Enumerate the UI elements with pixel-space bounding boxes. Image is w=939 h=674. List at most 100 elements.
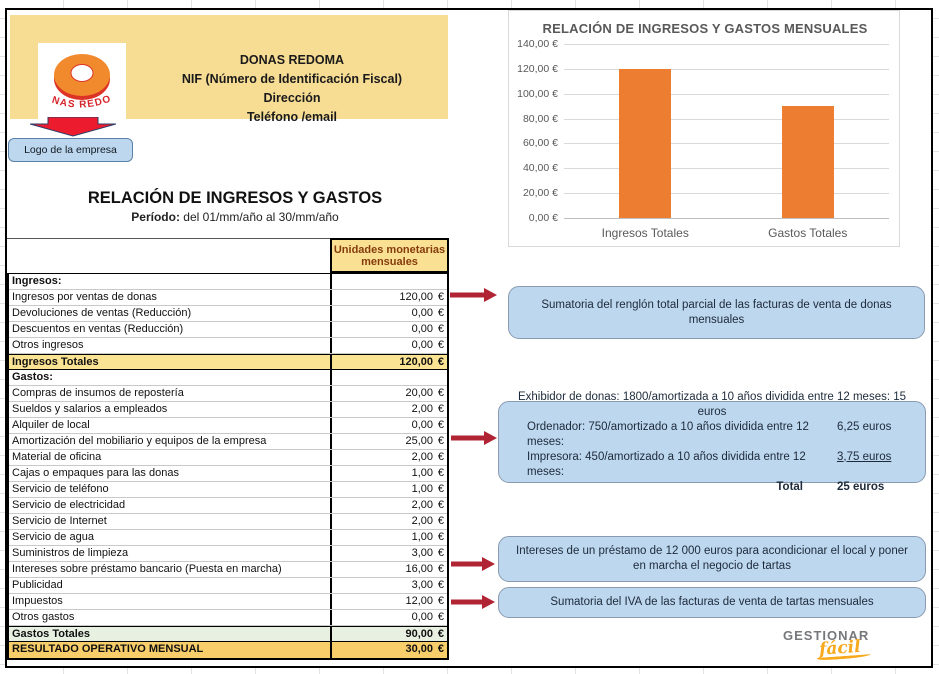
table-row[interactable]: Servicio de teléfono 1,00 €	[9, 482, 447, 498]
row-value-cell[interactable]: 1,00 €	[330, 466, 447, 481]
callout-amortizacion[interactable]: Exhibidor de donas: 1800/amortizada a 10…	[498, 391, 926, 493]
row-label: RESULTADO OPERATIVO MENSUAL	[12, 643, 204, 655]
table-row[interactable]: Ingresos por ventas de donas 120,00 €	[9, 290, 447, 306]
gestionar-text: GESTIONAR	[783, 628, 870, 643]
table-row[interactable]: Impuestos 12,00 €	[9, 594, 447, 610]
table-row[interactable]: Descuentos en ventas (Reducción) 0,00 €	[9, 322, 447, 338]
table-row[interactable]: Servicio de Internet 2,00 €	[9, 514, 447, 530]
arrow-impuestos-icon[interactable]	[451, 595, 495, 609]
callout-iva[interactable]: Sumatoria del IVA de las facturas de ven…	[498, 587, 926, 618]
currency-symbol: €	[437, 643, 444, 655]
callout-line: Impresora: 450/amortizado a 10 años divi…	[509, 450, 915, 480]
row-value-cell[interactable]: 2,00 €	[330, 402, 447, 417]
row-value: 2,00	[411, 403, 433, 415]
table-row[interactable]: Alquiler de local 0,00 €	[9, 418, 447, 434]
table-row[interactable]: Cajas o empaques para las donas 1,00 €	[9, 466, 447, 482]
row-value: 1,00	[411, 467, 433, 479]
table-top-border	[7, 238, 330, 239]
table-row[interactable]: Ingresos Totales 120,00 €	[9, 354, 447, 370]
gridline	[564, 168, 889, 170]
row-value-cell[interactable]: 2,00 €	[330, 514, 447, 529]
company-logo[interactable]: DONAS REDOMA	[33, 35, 126, 119]
currency-symbol	[433, 371, 444, 385]
table-row[interactable]: Servicio de agua 1,00 €	[9, 530, 447, 546]
row-value: 30,00	[405, 643, 433, 655]
currency-symbol: €	[437, 563, 444, 575]
currency-symbol: €	[437, 291, 444, 303]
table-row[interactable]: Servicio de electricidad 2,00 €	[9, 498, 447, 514]
row-value-cell[interactable]	[330, 370, 447, 385]
row-label: Ingresos Totales	[12, 356, 99, 368]
table-row[interactable]: Gastos Totales 90,00 €	[9, 626, 447, 642]
row-value-cell[interactable]: 1,00 €	[330, 530, 447, 545]
arrow-ingresos-ventas-icon[interactable]	[450, 288, 497, 302]
value-column-header[interactable]: Unidades monetarias mensuales	[330, 238, 449, 273]
row-value-cell[interactable]: 20,00 €	[330, 386, 447, 401]
callout-line: Exhibidor de donas: 1800/amortizada a 10…	[509, 390, 915, 420]
row-value-cell[interactable]: 2,00 €	[330, 498, 447, 513]
row-value-cell[interactable]: 25,00 €	[330, 434, 447, 449]
row-value-cell[interactable]: 120,00 €	[330, 290, 447, 305]
row-value: 0,00	[411, 419, 433, 431]
row-value-cell[interactable]: 30,00 €	[330, 642, 447, 658]
row-value: 2,00	[411, 451, 433, 463]
row-value-cell[interactable]: 0,00 €	[330, 610, 447, 625]
arrow-intereses-icon[interactable]	[451, 557, 495, 571]
y-axis-tick-label: 100,00 €	[517, 87, 558, 100]
company-contact: Teléfono /email	[246, 110, 338, 124]
currency-symbol: €	[437, 323, 444, 335]
table-row[interactable]: Sueldos y salarios a empleados 2,00 €	[9, 402, 447, 418]
row-value-cell[interactable]: 0,00 €	[330, 306, 447, 321]
callout-line: Ordenador: 750/amortizado a 10 años divi…	[509, 420, 915, 450]
row-value-cell[interactable]: 12,00 €	[330, 594, 447, 609]
currency-symbol: €	[437, 467, 444, 479]
table-row[interactable]: Amortización del mobiliario y equipos de…	[9, 434, 447, 450]
table-row[interactable]: Otros gastos 0,00 €	[9, 610, 447, 626]
table-row[interactable]: RESULTADO OPERATIVO MENSUAL 30,00 €	[9, 642, 447, 658]
currency-symbol: €	[437, 387, 444, 399]
row-label: Servicio de electricidad	[12, 499, 126, 511]
row-label: Devoluciones de ventas (Reducción)	[12, 307, 192, 319]
income-expense-chart[interactable]: RELACIÓN DE INGRESOS Y GASTOS MENSUALES …	[508, 10, 900, 247]
row-value: 1,00	[411, 531, 433, 543]
row-value-cell[interactable]	[330, 274, 447, 289]
table-row[interactable]: Intereses sobre préstamo bancario (Puest…	[9, 562, 447, 578]
company-header-box[interactable]: DONAS REDOMA DONAS REDOMA NIF (Número de…	[10, 15, 448, 124]
row-label: Otros gastos	[12, 611, 75, 623]
currency-symbol	[433, 275, 444, 289]
row-value: 3,00	[411, 547, 433, 559]
logo-pointer-arrow-icon[interactable]	[30, 117, 116, 137]
table-row[interactable]: Suministros de limpieza 3,00 €	[9, 546, 447, 562]
row-label: Sueldos y salarios a empleados	[12, 403, 168, 415]
row-label: Suministros de limpieza	[12, 547, 129, 559]
row-value-cell[interactable]: 3,00 €	[330, 578, 447, 593]
row-value: 0,00	[411, 339, 433, 351]
table-row[interactable]: Devoluciones de ventas (Reducción) 0,00 €	[9, 306, 447, 322]
table-row[interactable]: Gastos:	[9, 370, 447, 386]
table-row[interactable]: Material de oficina 2,00 €	[9, 450, 447, 466]
logo-caption-box[interactable]: Logo de la empresa	[8, 138, 133, 162]
table-row[interactable]: Otros ingresos 0,00 €	[9, 338, 447, 354]
row-value-cell[interactable]: 2,00 €	[330, 450, 447, 465]
row-label: Servicio de agua	[12, 531, 94, 543]
y-axis-tick-label: 20,00 €	[522, 187, 558, 200]
gridline	[564, 93, 889, 95]
table-row[interactable]: Ingresos:	[9, 274, 447, 290]
callout-prestamo[interactable]: Intereses de un préstamo de 12 000 euros…	[498, 536, 926, 582]
row-value-cell[interactable]: 0,00 €	[330, 418, 447, 433]
row-value-cell[interactable]: 1,00 €	[330, 482, 447, 497]
row-value-cell[interactable]: 16,00 €	[330, 562, 447, 577]
row-value-cell[interactable]: 3,00 €	[330, 546, 447, 561]
row-value-cell[interactable]: 120,00 €	[330, 355, 447, 369]
callout-ventas[interactable]: Sumatoria del renglón total parcial de l…	[508, 286, 925, 339]
row-value: 120,00	[399, 356, 433, 368]
row-value-cell[interactable]: 0,00 €	[330, 338, 447, 353]
row-value-cell[interactable]: 90,00 €	[330, 627, 447, 641]
currency-symbol: €	[437, 307, 444, 319]
table-row[interactable]: Compras de insumos de repostería 20,00 €	[9, 386, 447, 402]
currency-symbol: €	[437, 435, 444, 447]
statement-table: Unidades monetarias mensuales Ingresos: I…	[7, 238, 449, 660]
table-row[interactable]: Publicidad 3,00 €	[9, 578, 447, 594]
row-value-cell[interactable]: 0,00 €	[330, 322, 447, 337]
arrow-amortizacion-icon[interactable]	[451, 431, 497, 445]
